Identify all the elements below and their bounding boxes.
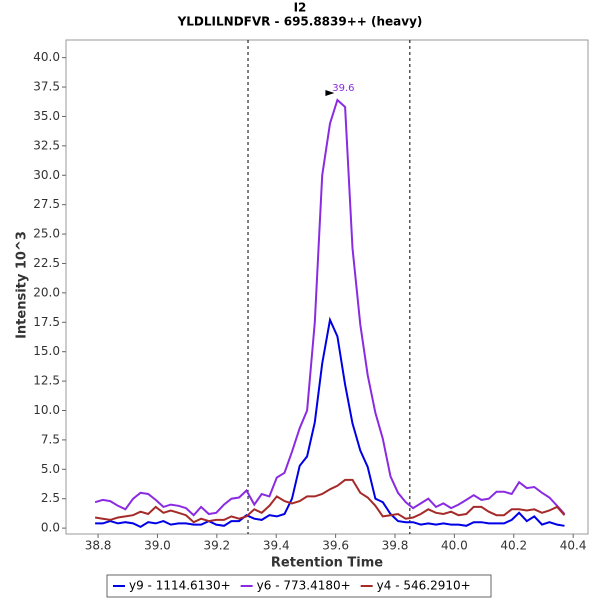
y-tick-label: 7.5 (41, 432, 60, 446)
x-tick-label: 38.8 (85, 539, 112, 553)
chart-title: I2 (294, 1, 307, 15)
y-tick-label: 22.5 (33, 256, 60, 270)
x-tick-label: 40.0 (441, 539, 468, 553)
y-tick-label: 10.0 (33, 403, 60, 417)
y-tick-label: 2.5 (41, 491, 60, 505)
x-tick-label: 40.4 (560, 539, 587, 553)
peak-marker (325, 89, 335, 96)
chart-subtitle: YLDLILNDFVR - 695.8839++ (heavy) (177, 15, 423, 29)
x-tick-label: 40.2 (500, 539, 527, 553)
legend-label: y4 - 546.2910+ (377, 579, 471, 593)
y-tick-label: 37.5 (33, 80, 60, 94)
y-tick-label: 5.0 (41, 462, 60, 476)
legend-label: y6 - 773.4180+ (257, 579, 351, 593)
y-tick-label: 25.0 (33, 227, 60, 241)
x-tick-label: 39.0 (144, 539, 171, 553)
y-tick-label: 15.0 (33, 344, 60, 358)
y-tick-label: 17.5 (33, 315, 60, 329)
y-axis-title: Intensity 10^3 (15, 231, 30, 339)
series-line (95, 316, 565, 529)
legend-label: y9 - 1114.6130+ (129, 579, 231, 593)
series-line (94, 98, 566, 517)
x-tick-label: 39.4 (263, 539, 290, 553)
x-tick-label: 39.6 (322, 539, 349, 553)
plot-frame (65, 39, 589, 535)
y-tick-label: 40.0 (33, 50, 60, 64)
y-tick-label: 32.5 (33, 138, 60, 152)
x-tick-label: 39.2 (203, 539, 230, 553)
series-line (94, 478, 566, 524)
y-tick-label: 0.0 (41, 521, 60, 535)
y-tick-label: 30.0 (33, 168, 60, 182)
y-tick-label: 12.5 (33, 374, 60, 388)
peak-label: 39.6 (332, 83, 354, 94)
x-axis-title: Retention Time (271, 556, 383, 571)
y-tick-label: 27.5 (33, 197, 60, 211)
y-tick-label: 35.0 (33, 109, 60, 123)
x-tick-label: 39.8 (382, 539, 409, 553)
y-tick-label: 20.0 (33, 285, 60, 299)
legend-box (106, 574, 492, 598)
